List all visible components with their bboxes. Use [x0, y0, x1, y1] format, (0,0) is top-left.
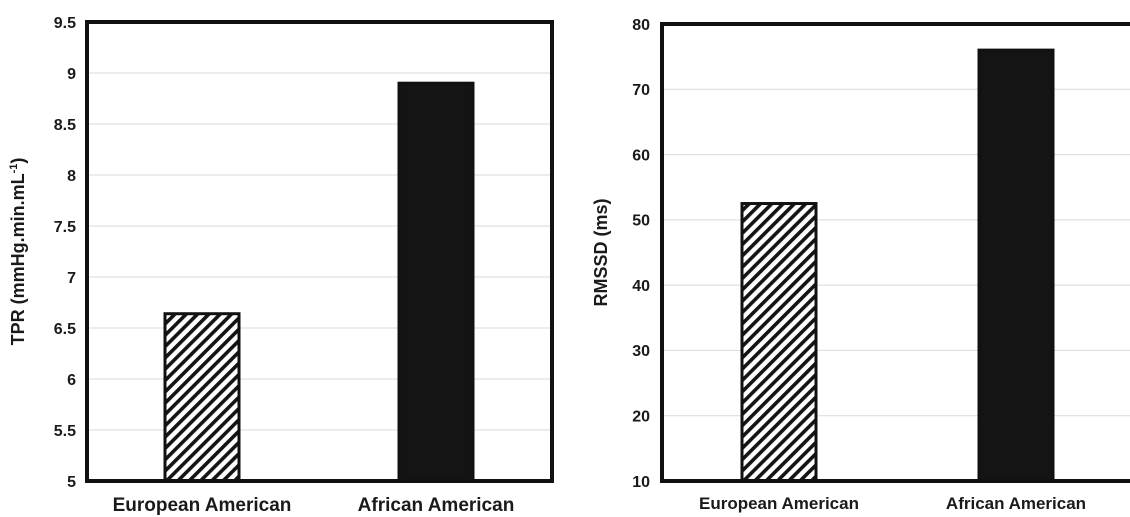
rmssd-y-tick-labels: 10 20 30 40 50 60 70 80: [632, 17, 650, 491]
bar-european-american: [163, 312, 241, 483]
y-tick-label: 70: [632, 82, 650, 99]
bar-african-american: [977, 48, 1055, 483]
tpr-bars: [163, 81, 475, 483]
rmssd-y-axis-label: RMSSD (ms): [591, 198, 611, 306]
y-tick-label: 50: [632, 213, 650, 230]
y-tick-label: 80: [632, 17, 650, 34]
x-tick-label: European American: [699, 494, 859, 513]
rmssd-bars: [740, 48, 1055, 483]
y-tick-label: 8: [67, 168, 76, 185]
y-tick-label: 5: [67, 474, 76, 491]
x-tick-label: European American: [113, 495, 292, 516]
y-tick-label: 7.5: [54, 219, 76, 236]
tpr-chart: 5 5.5 6 6.5 7 7.5 8 8.5 9 9.5 European American Af…: [8, 15, 554, 516]
y-tick-label: 20: [632, 408, 650, 425]
x-tick-label: African American: [358, 495, 515, 516]
y-tick-label: 10: [632, 474, 650, 491]
y-tick-label: 8.5: [54, 117, 76, 134]
tpr-plot-frame: [85, 20, 554, 483]
y-tick-label: 60: [632, 147, 650, 164]
bar-african-american: [397, 81, 475, 483]
y-tick-label: 5.5: [54, 423, 76, 440]
tpr-grid: [87, 72, 552, 431]
x-tick-label: African American: [946, 494, 1086, 513]
bar-european-american: [740, 202, 818, 483]
y-tick-label: 9.5: [54, 15, 76, 32]
y-tick-label: 30: [632, 343, 650, 360]
rmssd-chart: 10 20 30 40 50 60 70 80 European American Africa…: [591, 17, 1130, 513]
rmssd-grid: [662, 88, 1130, 417]
rmssd-plot-frame: [660, 22, 1130, 483]
tpr-x-tick-labels: European American African American: [113, 495, 515, 516]
tpr-y-axis-label: TPR (mmHg.min.mL-1): [8, 158, 28, 346]
y-tick-label: 6.5: [54, 321, 76, 338]
tpr-y-tick-labels: 5 5.5 6 6.5 7 7.5 8 8.5 9 9.5: [54, 15, 76, 491]
y-tick-label: 6: [67, 372, 76, 389]
y-tick-label: 7: [67, 270, 76, 287]
y-tick-label: 40: [632, 278, 650, 295]
y-tick-label: 9: [67, 66, 76, 83]
rmssd-x-tick-labels: European American African American: [699, 494, 1086, 513]
